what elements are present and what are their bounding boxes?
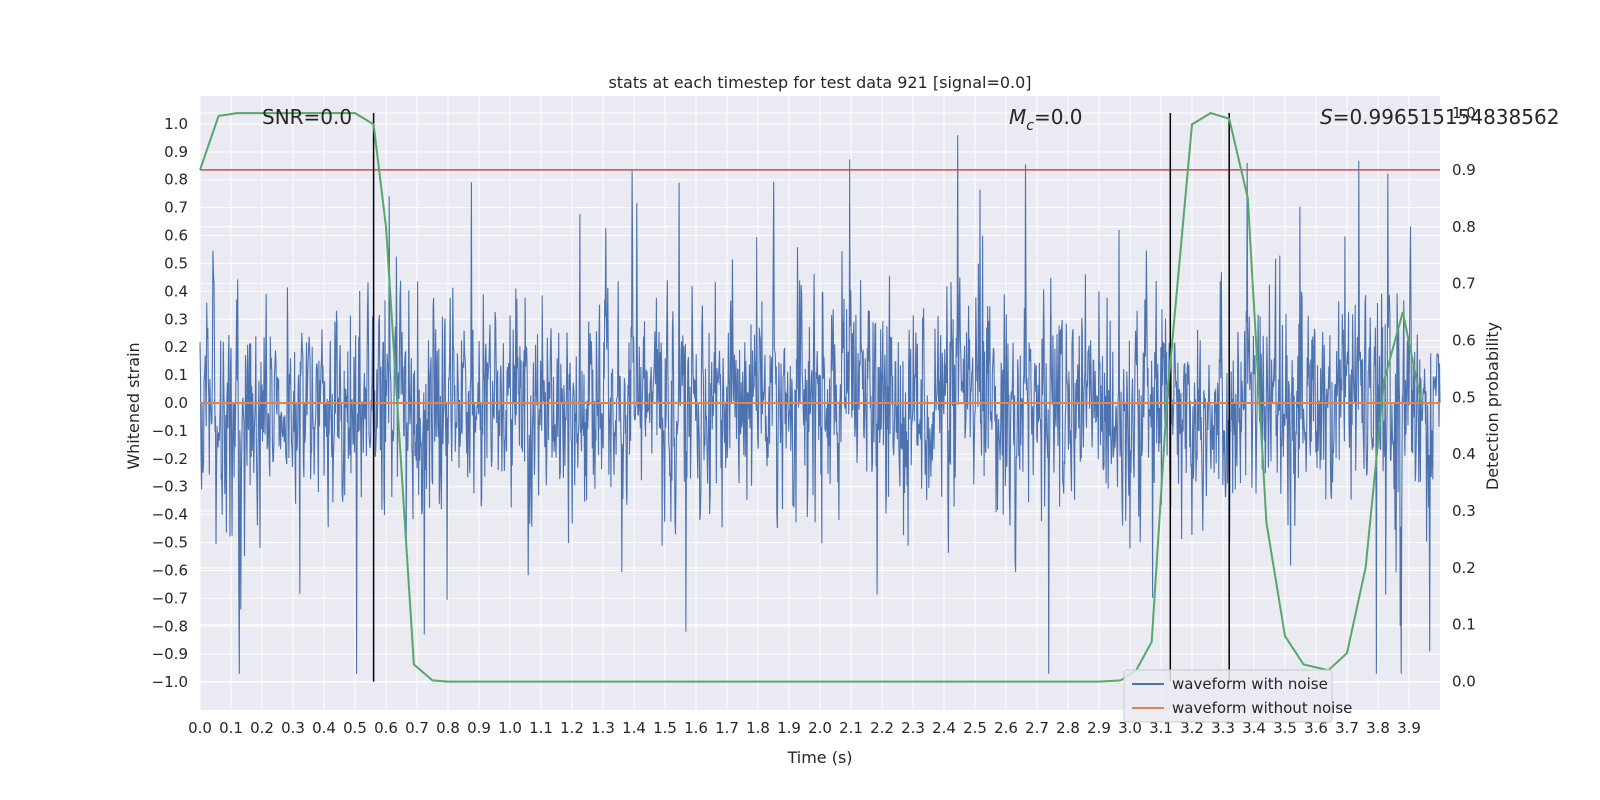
noisy-waveform-series xyxy=(199,135,1441,674)
y-tick-label: −0.9 xyxy=(152,645,188,663)
x-tick-label: 2.9 xyxy=(1087,719,1111,737)
x-tick-label: 2.3 xyxy=(901,719,925,737)
y2-axis-ticks: 1.0 0.9 0.8 0.7 0.6 0.5 0.4 0.3 0.2 0.1 0.0 xyxy=(1452,104,1476,691)
mc-annotation: Mc=0.0 xyxy=(1009,105,1083,134)
y2-tick-label: 0.0 xyxy=(1452,673,1476,691)
x-tick-label: 0.1 xyxy=(219,719,243,737)
x-tick-label: 1.2 xyxy=(560,719,584,737)
y2-tick-label: 0.5 xyxy=(1452,388,1476,406)
x-tick-label: 0.7 xyxy=(405,719,429,737)
y-tick-label: −1.0 xyxy=(152,673,188,691)
x-tick-label: 0.6 xyxy=(374,719,398,737)
x-tick-label: 2.2 xyxy=(870,719,894,737)
y-tick-label: 0.9 xyxy=(164,143,188,161)
x-tick-label: 3.2 xyxy=(1180,719,1204,737)
y-tick-label: 0.7 xyxy=(164,199,188,217)
x-tick-label: 3.1 xyxy=(1149,719,1173,737)
x-tick-label: 0.3 xyxy=(281,719,305,737)
y-tick-label: −0.8 xyxy=(152,617,188,635)
y-tick-label: −0.1 xyxy=(152,422,188,440)
y-tick-label: 0.0 xyxy=(164,394,188,412)
s-symbol: S xyxy=(1320,105,1333,129)
x-tick-label: 1.6 xyxy=(684,719,708,737)
y2-tick-label: 1.0 xyxy=(1452,104,1476,122)
s-value: =0.996515154838562 xyxy=(1333,105,1560,129)
legend-label-clean: waveform without noise xyxy=(1172,699,1352,717)
overlay-lines xyxy=(199,112,1440,683)
y2-axis-label: Detection probability xyxy=(1483,322,1502,490)
x-tick-label: 1.3 xyxy=(591,719,615,737)
x-tick-label: 3.9 xyxy=(1397,719,1421,737)
chart-title: stats at each timestep for test data 921… xyxy=(608,73,1031,92)
y-tick-label: 0.2 xyxy=(164,338,188,356)
y-tick-label: −0.5 xyxy=(152,534,188,552)
y-tick-label: 0.6 xyxy=(164,227,188,245)
y-tick-label: 0.3 xyxy=(164,310,188,328)
noisy-waveform-line xyxy=(199,135,1441,674)
y2-tick-label: 0.7 xyxy=(1452,275,1476,293)
x-tick-label: 0.5 xyxy=(343,719,367,737)
x-tick-label: 3.4 xyxy=(1242,719,1266,737)
x-tick-label: 3.6 xyxy=(1304,719,1328,737)
x-tick-label: 3.0 xyxy=(1118,719,1142,737)
s-annotation: S=0.996515154838562 xyxy=(1320,105,1559,129)
snr-annotation: SNR=0.0 xyxy=(262,105,352,129)
y2-tick-label: 0.9 xyxy=(1452,161,1476,179)
y2-tick-label: 0.1 xyxy=(1452,616,1476,634)
x-tick-label: 1.5 xyxy=(653,719,677,737)
x-tick-label: 2.8 xyxy=(1056,719,1080,737)
x-tick-label: 0.4 xyxy=(312,719,336,737)
y-tick-label: 0.4 xyxy=(164,282,188,300)
x-tick-label: 1.9 xyxy=(777,719,801,737)
x-tick-label: 1.1 xyxy=(529,719,553,737)
x-axis-ticks: 0.0 0.1 0.2 0.3 0.4 0.5 0.6 0.7 0.8 0.9 1.0 1.1 1.2 1… xyxy=(188,719,1421,737)
x-tick-label: 3.7 xyxy=(1335,719,1359,737)
y-tick-label: −0.4 xyxy=(152,506,188,524)
detection-probability-line xyxy=(199,112,1423,683)
x-tick-label: 0.9 xyxy=(467,719,491,737)
y-axis-ticks: 1.0 0.9 0.8 0.7 0.6 0.5 0.4 0.3 0.2 0.1 0.0 −0.1 −0.… xyxy=(152,115,188,691)
x-tick-label: 2.5 xyxy=(963,719,987,737)
mc-subscript: c xyxy=(1026,118,1034,134)
x-tick-label: 0.8 xyxy=(436,719,460,737)
x-tick-label: 2.7 xyxy=(1025,719,1049,737)
y-tick-label: −0.3 xyxy=(152,478,188,496)
legend-label-noise: waveform with noise xyxy=(1172,675,1328,693)
legend-box xyxy=(1123,669,1333,723)
x-tick-label: 3.3 xyxy=(1211,719,1235,737)
mc-symbol: M xyxy=(1009,105,1026,129)
y2-tick-label: 0.2 xyxy=(1452,559,1476,577)
y-tick-label: −0.6 xyxy=(152,561,188,579)
y2-tick-label: 0.4 xyxy=(1452,445,1476,463)
y2-tick-label: 0.3 xyxy=(1452,502,1476,520)
y-tick-label: 0.1 xyxy=(164,366,188,384)
y-tick-label: 0.8 xyxy=(164,171,188,189)
y2-tick-label: 0.8 xyxy=(1452,218,1476,236)
x-tick-label: 2.0 xyxy=(808,719,832,737)
x-axis-label: Time (s) xyxy=(786,748,852,767)
y-tick-label: 1.0 xyxy=(164,115,188,133)
y2-tick-label: 0.6 xyxy=(1452,331,1476,349)
y-tick-label: −0.2 xyxy=(152,450,188,468)
x-tick-label: 2.1 xyxy=(839,719,863,737)
x-tick-label: 1.7 xyxy=(715,719,739,737)
x-tick-label: 3.5 xyxy=(1273,719,1297,737)
mc-value: =0.0 xyxy=(1034,105,1083,129)
y-tick-label: 0.5 xyxy=(164,254,188,272)
y-tick-label: −0.7 xyxy=(152,589,188,607)
x-tick-label: 2.4 xyxy=(932,719,956,737)
x-tick-label: 0.0 xyxy=(188,719,212,737)
x-tick-label: 1.8 xyxy=(746,719,770,737)
legend: waveform with noise waveform without noi… xyxy=(1123,669,1352,723)
x-tick-label: 2.6 xyxy=(994,719,1018,737)
x-tick-label: 3.8 xyxy=(1366,719,1390,737)
x-tick-label: 1.0 xyxy=(498,719,522,737)
y-axis-label: Whitened strain xyxy=(124,342,143,469)
x-tick-label: 0.2 xyxy=(250,719,274,737)
x-tick-label: 1.4 xyxy=(622,719,646,737)
